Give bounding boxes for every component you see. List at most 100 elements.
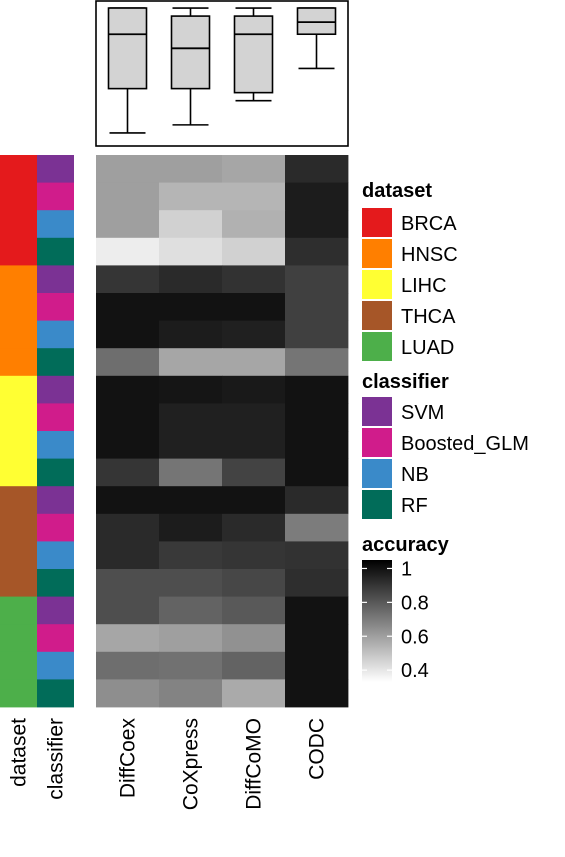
heatmap-cell [96,237,160,266]
classifier-annotation-cell [37,237,74,266]
heatmap-cell [96,293,160,321]
axis-labels: dataset classifier DiffCoex CoXpress DiffCoM… [8,718,329,811]
heatmap-cell [222,569,286,597]
heatmap-cell [159,403,223,432]
heatmap-cell [222,679,286,708]
dataset-legend-label: LUAD [401,337,454,359]
heatmap-cell [96,182,160,211]
boxplot-box [170,15,211,90]
heatmap-cell [285,431,349,459]
heatmap-cell [96,375,160,404]
heatmap-cell [96,155,160,183]
heatmap-cell [159,624,223,653]
dataset-annotation-cell [0,431,37,459]
heatmap-cell [222,348,286,377]
heatmap-cell [159,596,223,625]
row-annotation-label: classifier [45,718,68,800]
heatmap-cell [222,375,286,404]
heatmap-cell [285,320,349,349]
dataset-annotation-cell [0,569,37,597]
heatmap-cell [285,348,349,377]
dataset-annotation-cell [0,182,37,211]
column-label: DiffCoMO [243,718,266,810]
heatmap-cell [159,541,223,570]
heatmap-cell [159,320,223,349]
classifier-annotation-cell [37,155,74,183]
dataset-annotation-cell [0,348,37,377]
classifier-legend-label: SVM [401,402,444,424]
heatmap-cell [285,155,349,183]
classifier-legend-label: Boosted_GLM [401,433,529,455]
row-annotation-label: dataset [8,718,31,787]
heatmap-cell [96,403,160,432]
boxplot-box [296,7,337,36]
classifier-legend-swatch [362,490,392,519]
dataset-legend-swatch [362,332,392,361]
classifier-legend-title: classifier [362,371,449,393]
dataset-legend-swatch [362,301,392,330]
heatmap-cell [222,596,286,625]
dataset-annotation-cell [0,237,37,266]
heatmap-cell [159,182,223,211]
accuracy-tick-label: 0.6 [401,626,429,648]
heatmap-cell [222,513,286,542]
heatmap-cell [159,431,223,459]
heatmap-cell [285,624,349,653]
heatmap-cell [96,651,160,680]
heatmap-cell [222,320,286,349]
classifier-legend-label: NB [401,464,429,486]
dataset-annotation-cell [0,679,37,708]
heatmap-cell [159,210,223,239]
heatmap-cell [285,651,349,680]
boxplot-frame [95,0,349,147]
heatmap-cell [285,375,349,404]
classifier-annotation-cell [37,210,74,239]
heatmap-cell [285,293,349,321]
heatmap-cell [285,513,349,542]
dataset-legend-label: HNSC [401,244,458,266]
classifier-annotation-cell [37,458,74,487]
heatmap-cell [222,293,286,321]
heatmap-cell [159,513,223,542]
heatmap-cell [96,320,160,349]
boxplot-coxpress [170,7,211,126]
heatmap-cell [159,293,223,321]
dataset-legend-title: dataset [362,180,432,202]
heatmap-cell [159,569,223,597]
heatmap-cell [159,155,223,183]
heatmap-cell [285,541,349,570]
dataset-annotation-cell [0,624,37,653]
classifier-annotation-cell [37,431,74,459]
accuracy-tick-label: 1 [401,558,412,580]
dataset-annotation-cell [0,293,37,321]
heatmap-cell [222,486,286,515]
boxplot-diffcomo [233,7,274,102]
accuracy-colorbar [362,560,392,682]
dataset-annotation-cell [0,155,37,183]
classifier-annotation-cell [37,596,74,625]
dataset-legend-swatch [362,270,392,299]
classifier-legend-label: RF [401,495,428,517]
dataset-annotation-cell [0,513,37,542]
dataset-annotation-cell [0,210,37,239]
heatmap-cell [159,348,223,377]
boxplot-diffcoex [107,7,148,134]
heatmap-cell [159,458,223,487]
heatmap-cell [159,265,223,294]
dataset-legend-swatch [362,208,392,237]
heatmap-cell [285,458,349,487]
accuracy-legend-title: accuracy [362,534,450,556]
accuracy-tick-label: 0.8 [401,592,429,614]
heatmap-cell [285,265,349,294]
classifier-legend-swatch [362,459,392,488]
heatmap-cell [285,679,349,708]
classifier-annotation-cell [37,348,74,377]
heatmap-cell [222,403,286,432]
heatmap-cell [96,624,160,653]
classifier-annotation-cell [37,265,74,294]
heatmap-cell [285,210,349,239]
dataset-legend-swatch [362,239,392,268]
heatmap-cell [96,569,160,597]
heatmap-cell [222,265,286,294]
